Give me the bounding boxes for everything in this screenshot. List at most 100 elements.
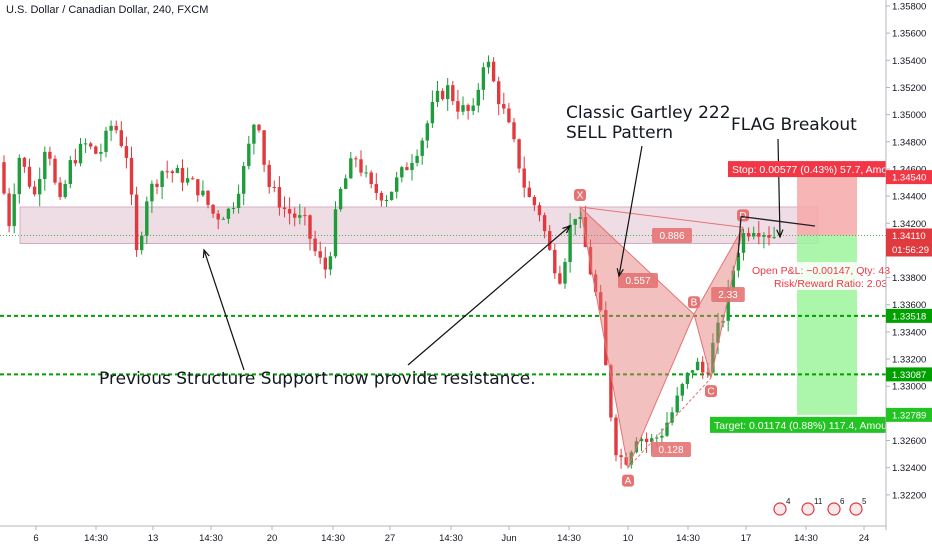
candle-body-103	[527, 187, 531, 197]
x-tick-label-5: 14:30	[321, 533, 345, 544]
candle-body-8	[43, 151, 47, 179]
candle-body-146	[746, 233, 751, 237]
gartley-annotation-line1: Classic Gartley 222	[566, 103, 731, 123]
candle-body-0	[2, 162, 6, 194]
candle-body-124	[634, 441, 639, 453]
gartley-ratio-1-badge	[618, 273, 658, 288]
candle-body-94	[481, 67, 486, 90]
candle-body-63	[323, 257, 327, 270]
y-tick-label-18: 1.32200	[892, 490, 926, 501]
candle-body-33	[170, 171, 174, 173]
y-tick-label-16: 1.32600	[892, 436, 926, 447]
candle-body-74	[379, 192, 384, 201]
event-marker-0	[773, 502, 787, 516]
candle-body-118	[604, 310, 608, 366]
y-tick-label-2: 1.35400	[892, 56, 926, 67]
candle-body-11	[58, 182, 62, 198]
candle-body-120	[614, 417, 618, 456]
candle-body-130	[665, 422, 669, 436]
price-tag-support-1: 1.33518	[892, 311, 926, 322]
candle-body-64	[328, 256, 333, 270]
candle-body-149	[762, 235, 766, 237]
event-marker-2	[827, 502, 841, 516]
candle-body-150	[767, 235, 771, 238]
price-tag-current-bg	[886, 228, 932, 243]
price-tag-current: 1.34110	[892, 231, 926, 242]
gartley-ratio-3: 2.33	[718, 290, 738, 301]
x-tick-label-13: 14:30	[794, 533, 818, 544]
candle-body-57	[293, 213, 297, 218]
candle-body-30	[155, 183, 159, 187]
y-tick-label-10: 1.33800	[892, 273, 926, 284]
candle-body-72	[369, 172, 373, 185]
symbol-title[interactable]: U.S. Dollar / Canadian Dollar, 240, FXCM	[6, 4, 209, 16]
arrow-flag-shaft	[777, 138, 781, 238]
candle-body-133	[680, 383, 684, 396]
y-tick-label-17: 1.32400	[892, 463, 926, 474]
candle-body-93	[476, 89, 480, 106]
candle-body-19	[99, 151, 103, 154]
candle-body-44	[226, 208, 231, 219]
candle-body-127	[650, 438, 654, 443]
flag-annotation: FLAG Breakout	[731, 115, 857, 135]
flag-pole	[737, 216, 742, 258]
candle-body-116	[593, 274, 598, 293]
candle-body-7	[38, 178, 42, 195]
candle-body-24	[124, 146, 129, 158]
y-tick-label-7: 1.34400	[892, 192, 926, 203]
candle-body-76	[389, 191, 394, 200]
candle-body-139	[711, 342, 715, 373]
candle-body-80	[410, 162, 414, 171]
candle-body-20	[104, 130, 108, 152]
candle-body-37	[191, 178, 195, 180]
candle-body-28	[145, 201, 149, 236]
candle-body-51	[262, 130, 266, 165]
candle-body-110	[563, 262, 567, 284]
candle-body-105	[537, 205, 542, 216]
price-tag-target: 1.32789	[892, 410, 926, 421]
candle-body-142	[726, 288, 730, 321]
candle-body-136	[695, 361, 700, 371]
target-label: Target: 0.01174 (0.88%) 117.4, Amou	[714, 420, 887, 432]
candle-body-91	[466, 105, 470, 111]
price-tag-target-bg	[886, 407, 932, 422]
candle-body-111	[568, 224, 572, 263]
arrow-support-head	[202, 248, 210, 259]
price-tag-support-2: 1.33087	[892, 370, 926, 381]
candle-body-6	[32, 186, 37, 195]
gartley-xab	[579, 205, 695, 470]
candle-body-45	[231, 207, 236, 209]
candle-body-39	[201, 190, 205, 196]
candle-body-13	[68, 160, 72, 184]
candle-body-4	[22, 157, 27, 167]
candle-body-147	[752, 233, 756, 237]
candle-body-96	[491, 61, 496, 82]
candle-body-53	[272, 186, 276, 188]
candle-body-86	[440, 90, 445, 100]
candle-body-137	[701, 361, 705, 373]
candle-body-125	[639, 438, 644, 442]
y-tick-label-12: 1.33400	[892, 327, 926, 338]
candle-body-83	[425, 123, 429, 141]
gartley-point-x: X	[577, 190, 584, 201]
x-tick-label-0: 6	[33, 533, 38, 544]
candle-body-54	[277, 187, 282, 208]
candle-body-97	[497, 81, 501, 105]
gartley-annotation-line2: SELL Pattern	[566, 122, 674, 143]
y-tick-label-1: 1.35600	[892, 29, 926, 40]
candle-body-1	[7, 193, 11, 227]
x-tick-label-1: 14:30	[84, 533, 108, 544]
candle-body-98	[502, 104, 506, 109]
candle-body-62	[318, 251, 322, 258]
gartley-point-a-badge	[622, 474, 634, 487]
event-marker-3	[849, 502, 863, 516]
gartley-point-c: C	[707, 387, 714, 398]
candle-body-32	[165, 171, 169, 173]
candle-body-31	[160, 171, 164, 187]
candle-body-59	[303, 215, 307, 217]
candle-body-26	[134, 194, 139, 251]
gartley-ratio-0-badge	[652, 228, 692, 243]
candle-body-140	[716, 322, 720, 343]
candle-body-67	[344, 178, 348, 189]
